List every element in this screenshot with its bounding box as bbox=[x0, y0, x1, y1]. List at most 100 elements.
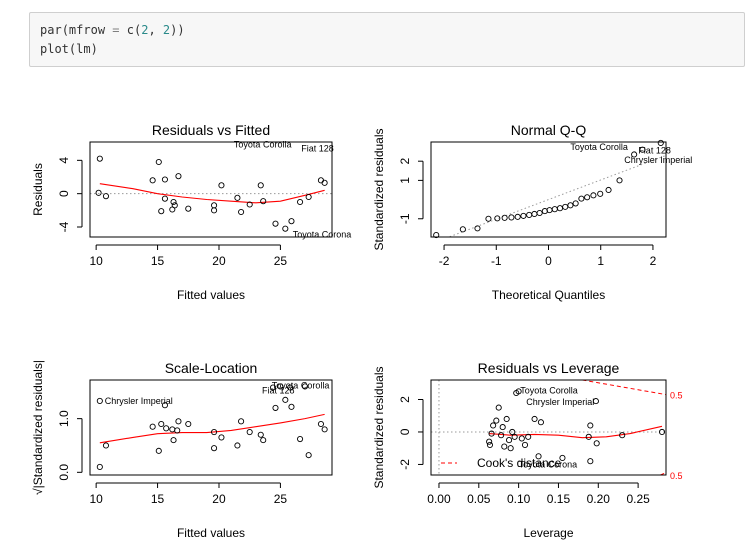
code-token: c bbox=[126, 23, 134, 37]
x-tick-label: 0.25 bbox=[626, 492, 650, 506]
code-cell[interactable]: par(mfrow = c(2, 2)) plot(lm) bbox=[29, 12, 745, 67]
data-point bbox=[486, 441, 493, 449]
data-point bbox=[95, 189, 102, 196]
data-point bbox=[218, 182, 225, 189]
data-point bbox=[175, 173, 182, 180]
point-label: Toyota Corona bbox=[293, 230, 352, 240]
smoother-line bbox=[489, 425, 663, 439]
point-label: Toyota Corolla bbox=[234, 140, 292, 150]
data-point bbox=[559, 454, 566, 461]
x-tick-label: 0.05 bbox=[467, 492, 491, 506]
data-point bbox=[297, 198, 304, 206]
data-point bbox=[170, 437, 177, 444]
data-point bbox=[631, 151, 638, 158]
data-point bbox=[211, 202, 218, 209]
x-tick-label: 0.20 bbox=[587, 492, 611, 506]
code-token: )) bbox=[170, 23, 185, 37]
y-tick-label: 0 bbox=[398, 428, 412, 435]
plot-panel: Normal Q-Q Theoretical Quantiles Standardi… bbox=[372, 122, 692, 302]
x-tick-label: 0.15 bbox=[547, 492, 571, 506]
data-point bbox=[562, 203, 569, 210]
data-point bbox=[578, 195, 585, 202]
data-point bbox=[161, 195, 168, 202]
data-point bbox=[506, 437, 513, 444]
plot-frame bbox=[89, 141, 333, 238]
data-point bbox=[272, 404, 279, 411]
data-point bbox=[616, 177, 623, 184]
data-point bbox=[657, 139, 664, 147]
data-point bbox=[234, 442, 241, 449]
data-point bbox=[288, 403, 295, 410]
data-point bbox=[597, 190, 604, 197]
x-tick-label: 10 bbox=[89, 492, 103, 506]
data-point bbox=[260, 437, 267, 444]
data-point bbox=[301, 383, 309, 390]
data-point bbox=[592, 398, 599, 405]
plot-title: Scale-Location bbox=[165, 360, 258, 376]
data-point bbox=[277, 383, 284, 390]
plot-title: Normal Q-Q bbox=[511, 122, 587, 138]
x-tick-label: 25 bbox=[274, 254, 288, 268]
plot-panel: Residuals vs Leverage Leverage Standardize… bbox=[372, 360, 683, 540]
x-tick-label: -1 bbox=[491, 254, 502, 268]
y-tick-label: 1 bbox=[398, 177, 412, 184]
x-tick-label: 20 bbox=[212, 254, 226, 268]
data-point bbox=[238, 208, 245, 216]
data-point bbox=[572, 200, 579, 207]
point-label: Fiat 128 bbox=[638, 146, 671, 156]
data-point bbox=[508, 214, 515, 221]
data-point bbox=[639, 146, 646, 153]
data-point bbox=[499, 424, 506, 431]
data-point bbox=[185, 205, 192, 212]
data-point bbox=[521, 441, 529, 449]
data-point bbox=[531, 415, 538, 423]
data-point bbox=[158, 208, 165, 215]
x-tick-label: 1 bbox=[597, 254, 604, 268]
x-axis-label: Fitted values bbox=[177, 288, 245, 302]
code-token: mfrow bbox=[68, 23, 106, 37]
data-point bbox=[535, 453, 542, 460]
cooks-distance-label: 0.5 bbox=[670, 391, 683, 401]
data-point bbox=[155, 158, 162, 166]
x-tick-label: 15 bbox=[151, 254, 165, 268]
y-tick-label: 4 bbox=[57, 157, 71, 164]
data-point bbox=[587, 458, 594, 465]
data-point bbox=[486, 438, 493, 445]
code-token: par bbox=[40, 23, 62, 37]
data-point bbox=[585, 433, 592, 440]
data-point bbox=[282, 225, 289, 232]
x-axis-label: Leverage bbox=[523, 526, 573, 540]
point-label: Chrysler Imperial bbox=[526, 397, 594, 407]
x-tick-label: 0.00 bbox=[427, 492, 451, 506]
data-point bbox=[317, 177, 324, 184]
point-label: Fiat 128 bbox=[301, 144, 334, 154]
point-label: Toyota Corolla bbox=[570, 142, 628, 152]
data-point bbox=[175, 418, 182, 425]
y-tick-label: -1 bbox=[398, 213, 412, 224]
data-point bbox=[163, 425, 170, 432]
y-axis-label: Standardized residuals bbox=[372, 128, 386, 250]
data-point bbox=[511, 433, 518, 440]
data-point bbox=[584, 194, 591, 201]
data-point bbox=[503, 415, 510, 423]
data-point bbox=[269, 384, 277, 391]
code-token: ( bbox=[133, 23, 142, 37]
data-point bbox=[238, 418, 245, 425]
code-token: ( bbox=[68, 42, 77, 56]
point-label: Chrysler Imperial bbox=[624, 155, 692, 165]
y-tick-label: 0 bbox=[57, 190, 71, 197]
code-token: ( bbox=[61, 23, 69, 37]
data-point bbox=[149, 423, 156, 430]
legend-label: Cook's distance bbox=[477, 456, 562, 470]
data-point bbox=[282, 396, 289, 403]
data-point bbox=[551, 206, 558, 213]
data-point bbox=[485, 215, 492, 222]
x-tick-label: -2 bbox=[439, 254, 450, 268]
plot-title: Residuals vs Leverage bbox=[478, 360, 620, 376]
data-point bbox=[501, 214, 508, 221]
data-point bbox=[525, 433, 532, 440]
data-point bbox=[149, 177, 156, 184]
code-token: plot bbox=[40, 42, 69, 56]
cooks-distance-label: 0.5 bbox=[670, 471, 683, 481]
data-point bbox=[272, 220, 279, 227]
